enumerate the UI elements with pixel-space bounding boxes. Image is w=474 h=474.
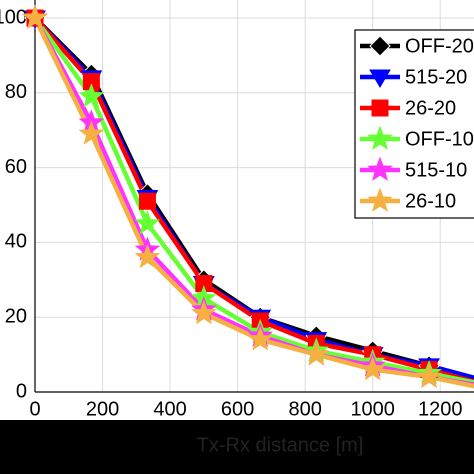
legend-label: OFF-20	[405, 35, 474, 57]
x-tick-label: 200	[86, 398, 119, 420]
legend-label: OFF-10	[405, 128, 474, 150]
x-tick-label: 1200	[418, 398, 463, 420]
y-tick-label: 60	[5, 156, 27, 178]
bottom-band	[0, 420, 474, 474]
x-tick-label: 0	[29, 398, 40, 420]
y-tick-label: 0	[16, 380, 27, 402]
legend-label: 515-10	[405, 159, 467, 181]
legend-label: 26-20	[405, 97, 456, 119]
data-point	[247, 326, 274, 351]
x-tick-label: 1000	[350, 398, 395, 420]
legend-marker	[371, 99, 389, 117]
x-axis-label: Tx-Rx distance [m]	[197, 434, 364, 456]
y-tick-label: 20	[5, 305, 27, 327]
legend-marker	[369, 35, 391, 57]
x-tick-label: 800	[288, 398, 321, 420]
x-tick-label: 400	[153, 398, 186, 420]
data-point	[138, 192, 156, 210]
data-point	[22, 4, 48, 29]
data-point	[78, 83, 105, 108]
legend: OFF-20 515-20 26-20 OFF-10 515-10 26-10	[354, 29, 474, 219]
data-point	[359, 356, 386, 381]
data-point	[303, 341, 330, 366]
data-point	[82, 73, 100, 91]
y-tick-label: 80	[5, 81, 27, 103]
legend-box	[354, 29, 474, 219]
legend-marker	[369, 69, 391, 88]
data-point	[134, 243, 161, 269]
legend-label: 515-20	[405, 66, 467, 88]
y-tick-label: 100	[0, 6, 27, 28]
y-tick-label: 40	[5, 231, 27, 253]
data-point	[134, 210, 161, 235]
legend-marker	[367, 187, 393, 212]
data-point	[191, 300, 217, 325]
x-tick-label: 600	[221, 398, 254, 420]
legend-label: 26-10	[405, 190, 456, 212]
data-point	[416, 363, 442, 388]
data-point	[78, 120, 105, 145]
data-point	[195, 275, 213, 293]
legend-marker	[367, 156, 393, 181]
legend-marker	[367, 125, 393, 150]
